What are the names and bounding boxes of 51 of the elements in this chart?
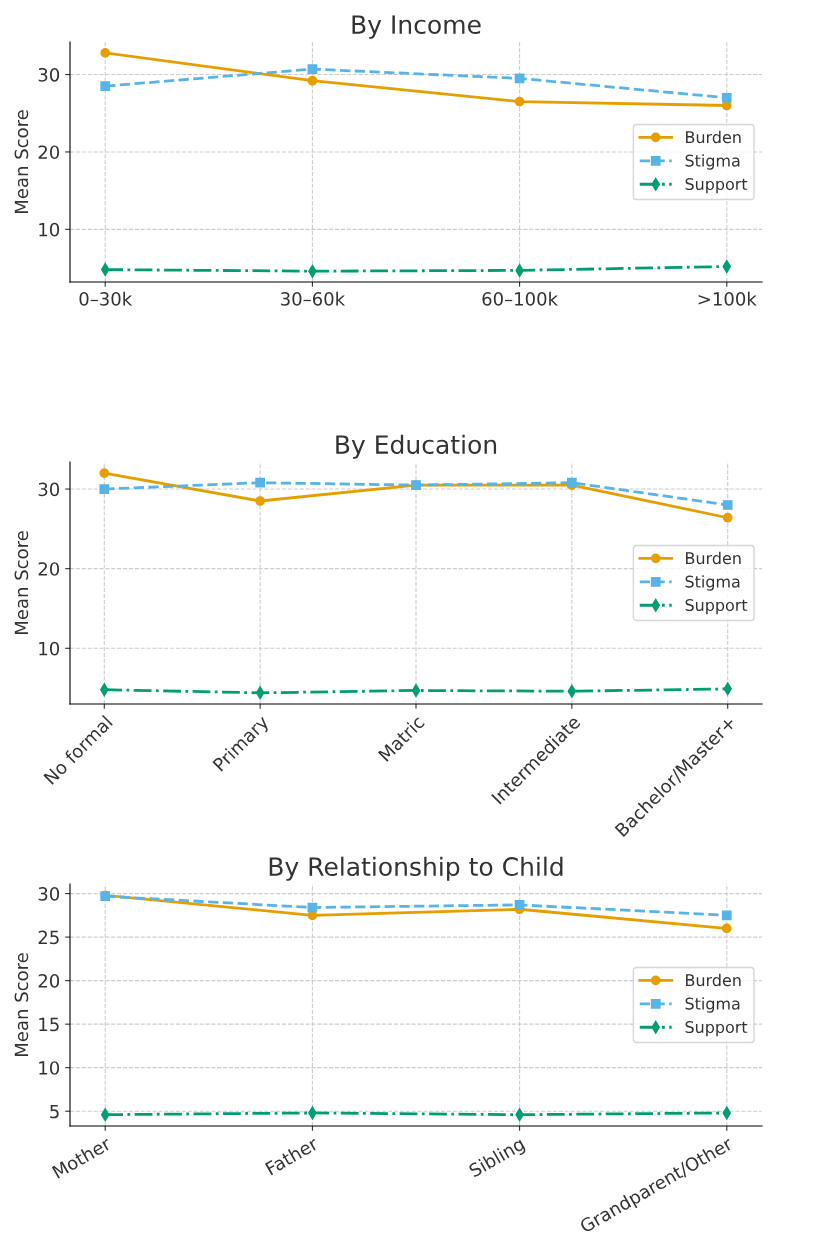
legend-label: Stigma — [685, 154, 740, 170]
point — [514, 900, 525, 910]
point — [721, 923, 732, 934]
y-tick-label: 30 — [38, 67, 60, 82]
point — [255, 686, 265, 700]
legend-label: Support — [685, 599, 748, 615]
x-tick-label: >100k — [698, 291, 757, 306]
legend-label: Support — [685, 178, 748, 194]
chart-title: By Relationship to Child — [269, 856, 563, 881]
point — [100, 1108, 110, 1122]
y-tick-label: 20 — [38, 974, 60, 988]
legend-label: Burden — [686, 130, 741, 144]
y-axis-title: Mean Score — [14, 110, 29, 213]
legend-label: Burden — [686, 551, 741, 565]
chart-title: By Education — [336, 434, 497, 459]
legend-label: Burden — [686, 973, 741, 987]
point — [722, 500, 733, 510]
point — [567, 684, 577, 698]
point — [100, 263, 110, 277]
point — [307, 64, 318, 74]
chart-title: By Income — [352, 15, 481, 39]
point — [307, 75, 318, 86]
point — [99, 468, 110, 479]
point — [255, 477, 266, 488]
legend-label: Stigma — [685, 997, 740, 1013]
y-tick-label: 10 — [39, 641, 60, 656]
y-axis-title: Mean Score — [14, 953, 29, 1056]
point — [255, 496, 266, 506]
point — [100, 81, 111, 91]
x-tick-label: 30–60k — [281, 291, 346, 306]
legend-label: Support — [685, 1021, 748, 1037]
point — [100, 47, 111, 58]
y-tick-label: 10 — [39, 222, 60, 237]
point — [514, 96, 525, 107]
y-axis-title: Mean Score — [14, 531, 29, 634]
y-tick-label: 10 — [39, 1061, 60, 1075]
point — [99, 484, 110, 494]
point — [722, 512, 733, 523]
y-tick-label: 30 — [38, 887, 60, 901]
x-tick-label: 60–100k — [482, 291, 558, 306]
y-tick-label: 20 — [38, 145, 60, 160]
y-tick-label: 5 — [50, 1104, 59, 1119]
y-tick-label: 20 — [38, 562, 60, 576]
y-tick-label: 25 — [38, 930, 59, 945]
y-tick-label: 30 — [38, 482, 60, 497]
point — [721, 92, 732, 103]
legend-label: Stigma — [685, 575, 740, 591]
point — [722, 1106, 732, 1120]
point — [721, 910, 732, 921]
y-tick-label: 15 — [39, 1017, 59, 1032]
x-tick-label: 0–30k — [79, 291, 133, 306]
